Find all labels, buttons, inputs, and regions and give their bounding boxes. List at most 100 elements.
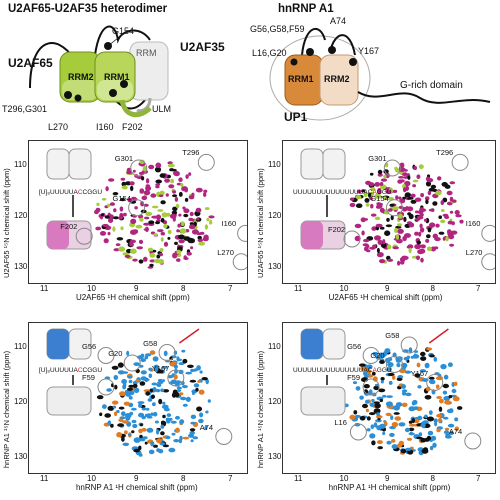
nmr-peak xyxy=(118,418,124,422)
nmr-peak xyxy=(111,365,119,370)
nmr-peak xyxy=(161,379,166,382)
annotation-circle xyxy=(75,227,93,245)
nmr-peak xyxy=(104,413,111,418)
nmr-peak xyxy=(459,219,464,224)
nmr-peak xyxy=(149,263,154,267)
nmr-peak xyxy=(171,210,178,215)
x-tick-label: 9 xyxy=(134,474,139,483)
nmr-peak xyxy=(401,172,408,177)
y-tick-label: 120 xyxy=(268,397,282,406)
nmr-peak xyxy=(377,446,383,450)
nmr-peak xyxy=(383,196,388,201)
nmr-peak xyxy=(407,197,414,200)
nmr-peak xyxy=(189,238,196,244)
nmr-peak xyxy=(375,419,382,423)
nmr-peak xyxy=(371,226,377,231)
nmr-peak xyxy=(145,391,150,396)
nmr-peak xyxy=(178,234,185,240)
peak-annotation: G56 xyxy=(347,341,362,351)
nmr-peak xyxy=(414,231,419,236)
nmr-peak xyxy=(374,182,381,187)
nmr-peak xyxy=(365,408,369,413)
nmr-peak xyxy=(112,405,117,409)
nmr-peak xyxy=(435,384,440,389)
nmr-peak xyxy=(185,396,191,402)
nmr-peak xyxy=(354,414,361,418)
nmr-peak xyxy=(162,389,170,393)
nmr-peak xyxy=(385,189,392,194)
nmr-peak xyxy=(112,192,119,196)
nmr-peak xyxy=(384,230,391,236)
nmr-peak xyxy=(349,202,356,208)
l16-label: L16,G20 xyxy=(252,48,287,58)
nmr-peak xyxy=(154,166,162,173)
nmr-peak xyxy=(156,438,163,444)
peak-annotation: L16 xyxy=(334,418,347,427)
nmr-peak xyxy=(372,376,378,382)
nmr-peak xyxy=(119,206,124,212)
nmr-peak xyxy=(442,383,449,389)
nmr-peak xyxy=(155,179,162,184)
nmr-peak xyxy=(181,349,186,353)
a1-rrm2-label: RRM2 xyxy=(324,74,350,84)
nmr-peak xyxy=(120,177,126,181)
nmr-peak xyxy=(123,212,127,217)
nmr-peak xyxy=(419,223,423,229)
nmr-peak xyxy=(165,193,169,197)
nmr-peak xyxy=(407,206,414,212)
nmr-peak xyxy=(184,186,189,193)
nmr-peak xyxy=(120,226,124,231)
nmr-peak xyxy=(419,369,427,373)
peak-annotation: G301 xyxy=(114,154,134,164)
u2af35-label: U2AF35 xyxy=(180,40,225,54)
t296-dot xyxy=(64,91,72,99)
nmr-peak xyxy=(449,210,454,214)
nmr-peak xyxy=(144,355,149,360)
nmr-peak xyxy=(379,423,386,429)
nmr-peak xyxy=(190,246,194,250)
nmr-peak xyxy=(144,441,148,445)
nmr-peak xyxy=(172,194,178,198)
nmr-peak xyxy=(185,371,192,375)
annotation-circle xyxy=(167,369,185,387)
y-tick-label: 130 xyxy=(268,262,282,271)
nmr-peak xyxy=(159,173,166,178)
nmr-peak xyxy=(167,163,175,168)
nmr-peak xyxy=(381,242,387,249)
peak-annotation: F202 xyxy=(328,225,346,235)
nmr-peak xyxy=(154,367,159,373)
nmr-peak xyxy=(181,385,188,389)
inset-cartoon xyxy=(300,328,346,416)
nmr-peak xyxy=(153,411,158,417)
nmr-peak xyxy=(369,412,376,416)
nmr-peak xyxy=(171,432,176,436)
nmr-peak xyxy=(186,251,192,256)
nmr-peak xyxy=(128,379,133,384)
nmr-peak xyxy=(178,213,182,217)
annotation-circle xyxy=(97,347,115,364)
nmr-peak xyxy=(409,423,416,427)
y167-label: Y167 xyxy=(358,46,380,56)
nmr-peak xyxy=(436,396,442,399)
nmr-peak xyxy=(183,208,190,214)
nmr-peak xyxy=(117,362,124,368)
nmr-peak xyxy=(379,398,383,403)
peak-annotation: G58 xyxy=(385,331,400,340)
nmr-peak xyxy=(369,172,374,176)
nmr-peak xyxy=(395,195,399,200)
nmr-peak xyxy=(145,178,150,184)
nmr-peak xyxy=(163,241,169,247)
nmr-peak xyxy=(420,351,426,357)
nmr-peak xyxy=(139,423,143,427)
nmr-peak xyxy=(167,236,171,240)
nmr-peak xyxy=(437,176,442,181)
nmr-peak xyxy=(122,442,130,446)
nmr-peak xyxy=(370,203,374,209)
nmr-peak xyxy=(380,178,388,182)
t296-label: T296,G301 xyxy=(2,104,48,114)
nmr-peak xyxy=(379,226,385,230)
nmr-peak xyxy=(175,203,180,209)
nmr-peak xyxy=(135,437,143,442)
nmr-peak xyxy=(363,192,368,198)
nmr-peak xyxy=(191,192,195,198)
